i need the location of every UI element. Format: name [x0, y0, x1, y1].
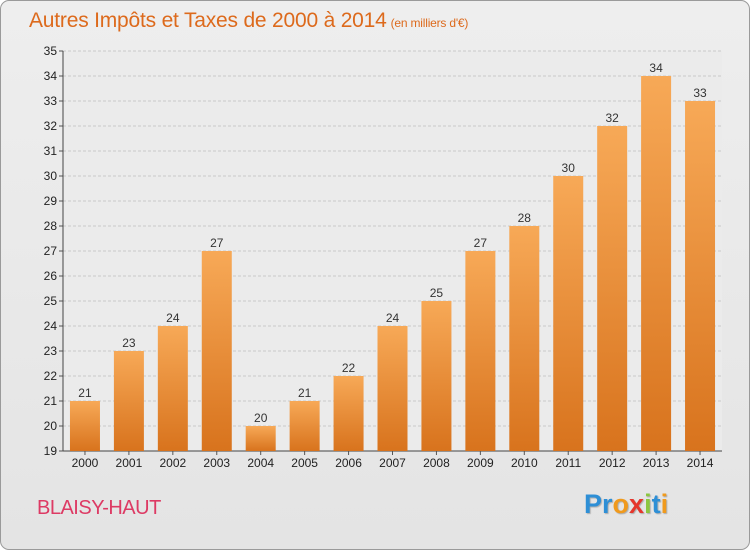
- bar: [685, 101, 716, 451]
- logo-letter: r: [602, 489, 613, 519]
- bar-value-label: 34: [649, 61, 663, 75]
- bar: [333, 376, 364, 451]
- bar: [289, 401, 320, 451]
- bar: [553, 176, 584, 451]
- bar: [69, 401, 100, 451]
- bar-value-label: 25: [430, 286, 444, 300]
- bar-value-label: 24: [386, 311, 400, 325]
- bar: [201, 251, 232, 451]
- x-tick-label: 2014: [687, 456, 714, 470]
- bar-value-label: 21: [298, 386, 312, 400]
- bar-value-label: 27: [210, 236, 224, 250]
- y-tick-label: 21: [44, 394, 58, 408]
- x-tick-label: 2005: [291, 456, 318, 470]
- logo-letter: P: [584, 489, 603, 519]
- logo-letter: i: [660, 489, 669, 519]
- x-tick-label: 2004: [247, 456, 274, 470]
- y-tick-label: 35: [44, 44, 58, 58]
- y-tick-label: 30: [44, 169, 58, 183]
- bar-value-label: 33: [693, 86, 707, 100]
- y-tick-label: 28: [44, 219, 58, 233]
- y-tick-label: 34: [44, 69, 58, 83]
- x-tick-label: 2002: [159, 456, 186, 470]
- bar-value-label: 23: [122, 336, 136, 350]
- bar: [157, 326, 188, 451]
- bar-value-label: 20: [254, 411, 268, 425]
- bar-value-label: 32: [605, 111, 619, 125]
- logo-letter: i: [644, 489, 652, 519]
- bar-value-label: 27: [474, 236, 488, 250]
- bar: [641, 76, 672, 451]
- logo-letter: o: [612, 489, 630, 519]
- bar: [421, 301, 452, 451]
- bar-value-label: 21: [78, 386, 92, 400]
- y-tick-label: 23: [44, 344, 58, 358]
- x-tick-label: 2006: [335, 456, 362, 470]
- x-tick-label: 2001: [116, 456, 143, 470]
- bar: [465, 251, 496, 451]
- commune-name: BLAISY-HAUT: [37, 497, 161, 519]
- x-tick-label: 2008: [423, 456, 450, 470]
- chart-title: Autres Impôts et Taxes de 2000 à 2014 (en…: [29, 9, 468, 33]
- bar-value-label: 28: [518, 211, 532, 225]
- x-tick-label: 2000: [72, 456, 99, 470]
- proxiti-logo[interactable]: Proxiti: [584, 489, 668, 520]
- y-tick-label: 32: [44, 119, 58, 133]
- logo-letter: t: [651, 489, 661, 519]
- bar: [377, 326, 408, 451]
- y-tick-label: 29: [44, 194, 58, 208]
- y-tick-label: 31: [44, 144, 58, 158]
- x-tick-label: 2011: [555, 456, 581, 470]
- y-tick-label: 25: [44, 294, 58, 308]
- y-tick-label: 33: [44, 94, 58, 108]
- x-tick-label: 2013: [643, 456, 670, 470]
- bar: [245, 426, 276, 451]
- y-tick-label: 22: [44, 369, 58, 383]
- bar-value-label: 30: [562, 161, 576, 175]
- chart-title-text: Autres Impôts et Taxes de 2000 à 2014: [29, 9, 387, 32]
- x-tick-label: 2009: [467, 456, 494, 470]
- y-tick-label: 24: [44, 319, 58, 333]
- x-tick-label: 2003: [203, 456, 230, 470]
- bar-value-label: 24: [166, 311, 180, 325]
- bar: [597, 126, 628, 451]
- x-tick-label: 2012: [599, 456, 626, 470]
- y-tick-label: 20: [44, 419, 58, 433]
- logo-letter: x: [629, 489, 645, 519]
- bar-value-label: 22: [342, 361, 356, 375]
- x-tick-label: 2007: [379, 456, 406, 470]
- y-tick-label: 27: [44, 244, 58, 258]
- y-tick-label: 19: [44, 444, 58, 458]
- chart-subtitle: (en milliers d'€): [390, 16, 469, 30]
- bar: [113, 351, 144, 451]
- x-tick-label: 2010: [511, 456, 538, 470]
- bar: [509, 226, 540, 451]
- y-tick-label: 26: [44, 269, 58, 283]
